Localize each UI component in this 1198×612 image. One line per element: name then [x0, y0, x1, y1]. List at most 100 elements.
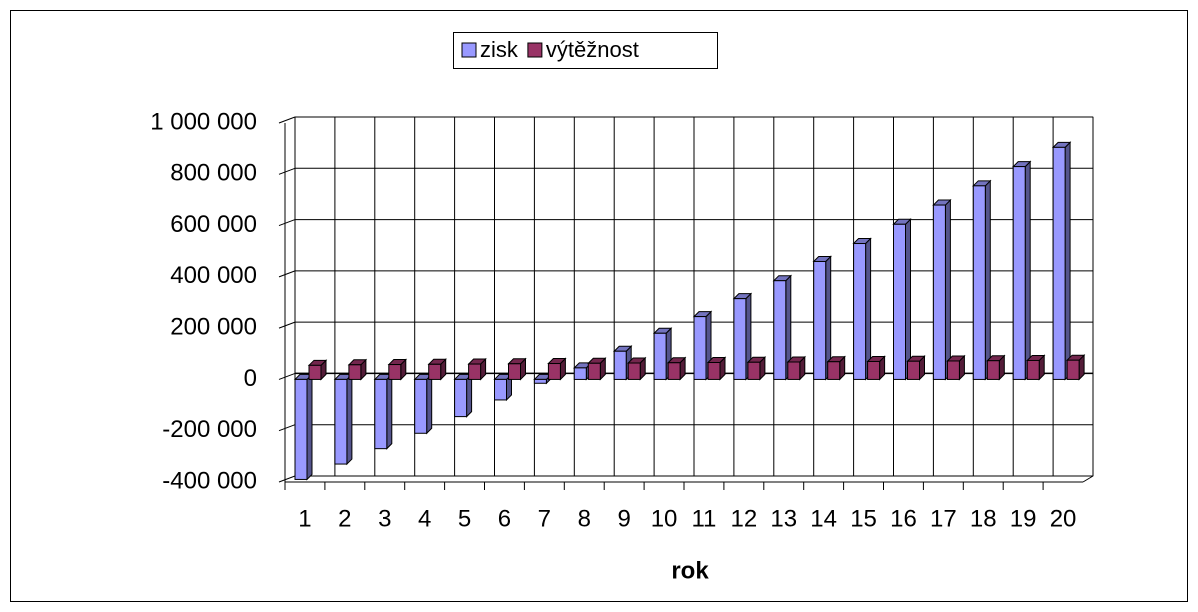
- x-tick-label: 13: [770, 505, 797, 532]
- x-tick-label: 18: [970, 505, 997, 532]
- bar: [373, 373, 394, 450]
- bar: [946, 354, 966, 381]
- bar: [906, 355, 926, 381]
- bar-front: [667, 362, 681, 380]
- bar: [1051, 141, 1072, 381]
- bar-front: [454, 378, 468, 418]
- bar-front: [508, 363, 521, 380]
- x-tick-label: 5: [458, 505, 471, 532]
- bar: [347, 358, 368, 381]
- y-tick-label: -400 000: [162, 467, 257, 494]
- bar-front: [348, 364, 362, 380]
- bar-front: [428, 363, 442, 380]
- y-tick: [278, 424, 296, 432]
- bar-front: [813, 260, 827, 380]
- bar: [1011, 160, 1032, 381]
- bar-side: [984, 179, 991, 381]
- bar-front: [587, 362, 601, 380]
- bar: [507, 357, 527, 381]
- legend-box: [453, 32, 718, 69]
- bar-front: [972, 185, 986, 380]
- bar-front: [1026, 359, 1040, 380]
- bar-front: [494, 378, 507, 401]
- x-tick-label: 15: [850, 505, 877, 532]
- y-tick-label: -200 000: [162, 416, 257, 443]
- y-tick: [278, 475, 296, 483]
- bar-side: [1024, 160, 1031, 381]
- bar-side: [1064, 141, 1071, 381]
- bar: [986, 354, 1006, 381]
- bar: [812, 255, 832, 381]
- bar: [427, 358, 447, 381]
- bar-front: [853, 243, 867, 380]
- bar-front: [946, 360, 960, 380]
- x-tick-label: 1: [298, 505, 311, 532]
- bar: [932, 198, 952, 381]
- bar: [626, 356, 647, 381]
- bar: [293, 373, 314, 481]
- bar-side: [466, 373, 473, 418]
- bar-front: [468, 363, 482, 380]
- bar-front: [733, 298, 747, 380]
- y-tick: [278, 116, 296, 124]
- bar: [307, 359, 328, 381]
- y-tick-label: 0: [244, 365, 257, 392]
- bar: [547, 357, 567, 381]
- x-tick-label: 20: [1050, 505, 1077, 532]
- bar-front: [547, 363, 561, 380]
- x-tick-label: 9: [617, 505, 630, 532]
- bar: [852, 237, 872, 381]
- bar-front: [693, 316, 707, 380]
- bar-front: [533, 378, 547, 384]
- y-tick: [278, 219, 296, 227]
- bar: [666, 356, 687, 381]
- bar: [333, 373, 354, 466]
- bar-side: [306, 373, 313, 481]
- bar: [892, 218, 912, 381]
- bar-front: [334, 378, 348, 465]
- x-tick-label: 2: [338, 505, 351, 532]
- y-tick: [278, 167, 296, 175]
- bar: [706, 356, 727, 381]
- y-tick-label: 400 000: [170, 262, 257, 289]
- x-tick-label: 17: [930, 505, 957, 532]
- legend-label: zisk: [480, 37, 519, 62]
- x-tick-label: 3: [378, 505, 391, 532]
- bar: [1065, 353, 1086, 381]
- bar-front: [653, 332, 667, 380]
- bar: [1025, 354, 1046, 381]
- bar-side: [944, 198, 951, 381]
- x-tick-label: 8: [578, 505, 591, 532]
- bar-front: [787, 361, 801, 380]
- bar: [746, 356, 767, 381]
- x-tick-label: 16: [890, 505, 917, 532]
- bar: [493, 373, 513, 402]
- bar-front: [893, 223, 906, 380]
- bar-front: [707, 362, 721, 380]
- bar-side: [865, 237, 872, 381]
- bar-front: [773, 280, 787, 380]
- bar-front: [294, 378, 308, 480]
- bar-front: [986, 360, 1000, 380]
- bar-front: [374, 378, 388, 450]
- bar-front: [414, 378, 428, 434]
- x-tick-label: 12: [730, 505, 757, 532]
- y-tick-label: 200 000: [170, 313, 257, 340]
- bar-front: [747, 361, 761, 380]
- bar-front: [932, 204, 946, 380]
- bar-side: [426, 373, 433, 435]
- legend-swatch: [461, 42, 477, 58]
- legend-label: výtěžnost: [546, 37, 639, 62]
- x-tick-label: 7: [538, 505, 551, 532]
- bar-front: [1012, 166, 1026, 380]
- bar-front: [627, 362, 641, 380]
- bar: [732, 292, 753, 381]
- bar: [413, 373, 433, 435]
- floor-edge: [1082, 475, 1094, 483]
- bar-front: [308, 364, 322, 380]
- legend-swatch: [527, 42, 543, 58]
- bar-front: [613, 350, 627, 380]
- x-tick-label: 6: [498, 505, 511, 532]
- bar-front: [1052, 146, 1066, 380]
